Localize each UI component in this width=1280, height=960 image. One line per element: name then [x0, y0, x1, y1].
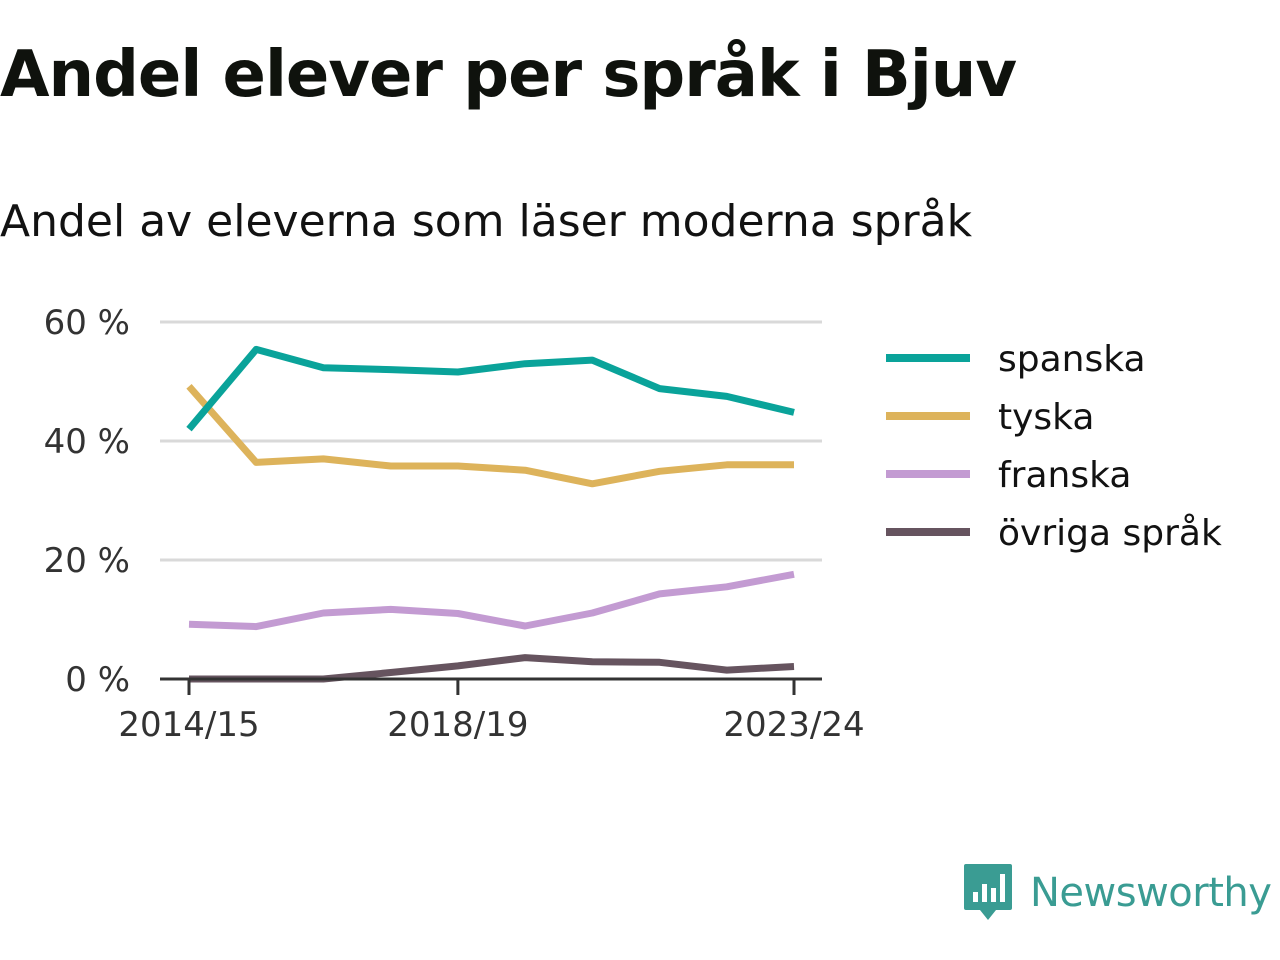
legend-label: spanska [998, 339, 1146, 380]
series-line-spanska [186, 345, 795, 432]
newsworthy-logo[interactable]: Newsworthy [962, 862, 1272, 924]
series-line-övriga-språk [189, 654, 795, 683]
y-tick-label: 60 % [44, 303, 130, 343]
chart-title: Andel elever per språk i Bjuv [0, 38, 1017, 112]
series-line-franska [188, 570, 795, 631]
y-tick-label: 0 % [65, 660, 130, 700]
legend: spanska tyska franska övriga språk [886, 339, 1222, 554]
x-tick-label: 2014/15 [118, 705, 259, 745]
x-tick-label: 2018/19 [387, 705, 528, 745]
chart-subtitle: Andel av eleverna som läser moderna språ… [0, 196, 973, 247]
x-tick-label: 2023/24 [723, 705, 864, 745]
x-axis-labels: 2014/15 2018/19 2023/24 [118, 705, 864, 745]
newsworthy-logo-icon [964, 864, 1012, 920]
x-axis [160, 677, 822, 695]
brand-name: Newsworthy [1030, 870, 1272, 916]
legend-label: tyska [998, 397, 1094, 438]
series-lines [186, 345, 795, 683]
legend-label: franska [998, 455, 1131, 496]
y-axis-labels: 0 % 20 % 40 % 60 % [44, 303, 130, 700]
y-tick-label: 20 % [44, 541, 130, 581]
grid-lines [160, 320, 822, 562]
series-line-tyska [186, 383, 794, 488]
y-tick-label: 40 % [44, 422, 130, 462]
legend-label: övriga språk [998, 513, 1222, 554]
